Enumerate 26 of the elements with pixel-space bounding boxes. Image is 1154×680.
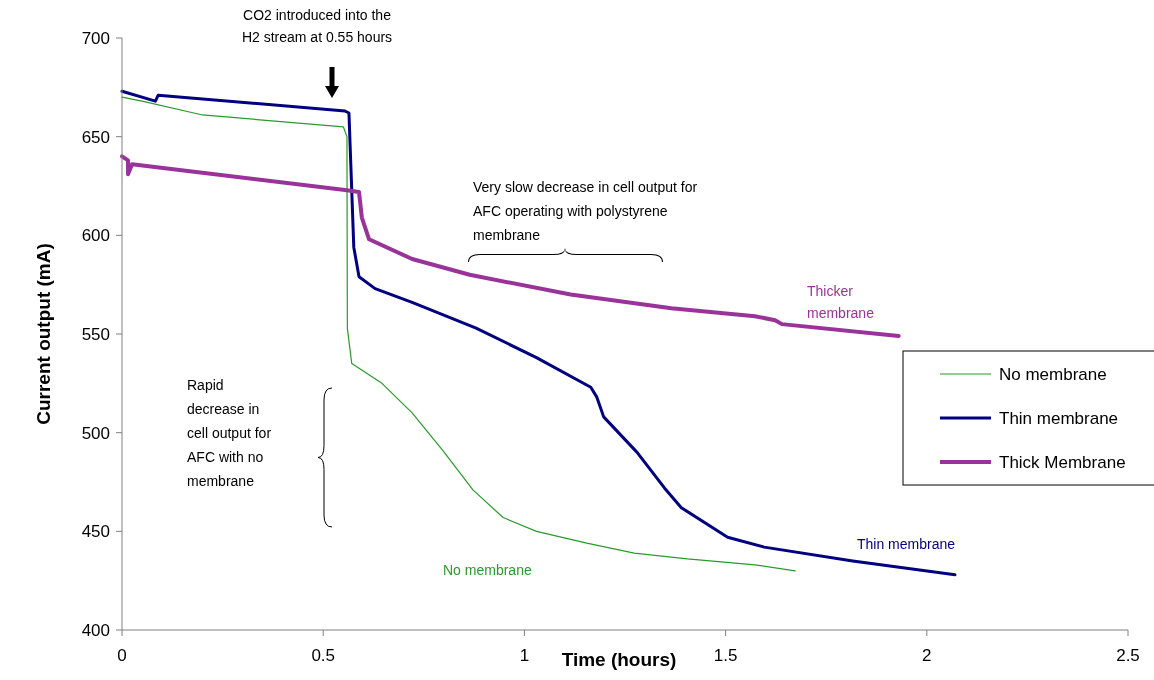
line-series <box>120 89 957 577</box>
legend-label: No membrane <box>999 364 1107 384</box>
x-tick-label: 0.5 <box>311 646 336 665</box>
y-tick-label: 550 <box>81 324 110 344</box>
x-tick-label: 2 <box>922 646 932 665</box>
x-tick-label: 0 <box>117 646 127 665</box>
annotation: Rapid decrease in cell output for AFC with no membrane <box>187 377 272 489</box>
annotation: Very slow decrease in cell output for AFC operating with polystyrene membrane <box>473 179 698 243</box>
line-series <box>120 154 901 338</box>
legend-label: Thin membrane <box>999 408 1119 428</box>
y-tick-label: 650 <box>81 127 110 147</box>
x-tick-label: 1.5 <box>713 646 738 665</box>
annotation: Thicker membrane <box>807 283 875 321</box>
y-tick-label: 700 <box>81 28 110 48</box>
y-axis-title: Current output (mA) <box>33 243 54 425</box>
y-tick-label: 500 <box>81 423 110 443</box>
x-axis-title: Time (hours) <box>561 649 677 670</box>
y-tick-label: 600 <box>81 226 110 246</box>
y-tick-label: 450 <box>81 522 110 542</box>
annotation: CO2 introduced into the H2 stream at 0.55 hours <box>241 7 393 45</box>
annotation: Thin membrane <box>857 536 956 552</box>
y-tick-label: 400 <box>81 620 110 640</box>
legend-label: Thick Membrane <box>999 452 1126 472</box>
x-tick-label: 2.5 <box>1116 646 1140 665</box>
annotation: No membrane <box>443 562 532 578</box>
x-tick-label: 1 <box>519 646 530 665</box>
